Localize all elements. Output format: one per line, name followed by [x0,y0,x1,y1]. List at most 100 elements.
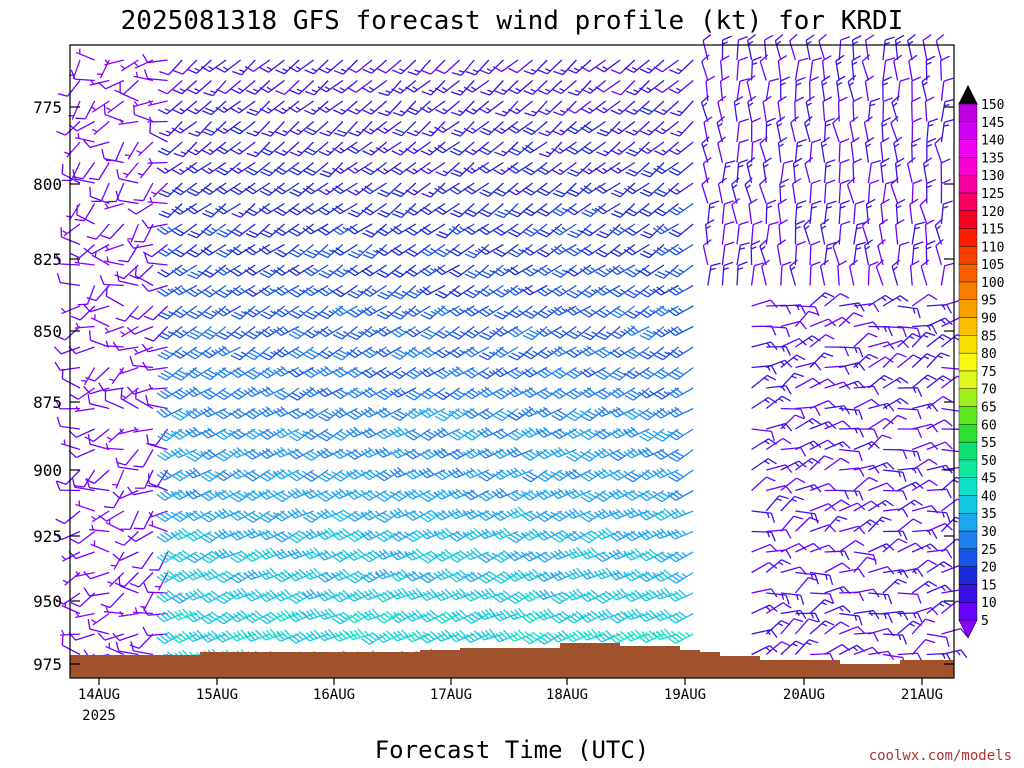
wind-barb [809,503,837,512]
wind-barb [894,34,905,61]
colorbar-label: 50 [981,454,997,469]
wind-barb [668,80,694,94]
wind-barb [789,33,798,61]
wind-barb [595,79,621,93]
wind-barb [362,244,388,259]
wind-barb [838,36,851,61]
wind-barb [744,177,753,204]
wind-barb [624,469,650,483]
colorbar-label: 60 [981,418,997,433]
wind-barb [595,305,621,319]
colorbar-label: 100 [981,276,1004,291]
wind-barb [389,467,417,478]
wind-barb [926,303,952,314]
wind-barb [74,203,96,222]
wind-barb [609,325,636,340]
wind-barb [230,120,256,135]
wind-barb [392,121,417,137]
wind-barb [851,34,862,61]
wind-barb [434,182,460,195]
wind-barb [375,243,402,257]
wind-barb [762,157,772,184]
wind-barb [897,567,924,577]
wind-barb [347,79,373,93]
wind-barb [159,59,183,76]
wind-barb [156,223,183,235]
wind-barb [141,283,168,292]
wind-barb [750,117,762,143]
wind-barb [911,137,921,163]
wind-barb [419,448,446,460]
colorbar-label: 40 [981,489,997,504]
wind-barb [897,387,923,398]
wind-barb [809,76,819,102]
wind-barb [868,341,895,350]
colorbar-segment [958,548,978,567]
plot-frame [69,44,955,679]
wind-barb [751,561,778,574]
wind-barb [736,261,748,286]
wind-barb [131,551,154,570]
wind-barb [881,117,892,143]
wind-barb [128,305,154,320]
wind-barb [419,428,446,441]
colorbar-label: 120 [981,205,1004,220]
wind-barb [882,377,909,389]
wind-barb [580,100,606,114]
wind-barb [477,284,504,297]
wind-barb [214,345,241,357]
wind-barb [302,510,329,523]
wind-barb [911,96,921,122]
wind-barb [477,528,504,540]
wind-barb [507,243,534,258]
wind-barb [243,549,271,563]
wind-barb [653,120,679,135]
wind-barb [106,100,125,114]
wind-barb [667,528,694,540]
wind-barb [186,305,212,320]
colorbar-label: 75 [981,365,997,380]
wind-barb [433,509,460,521]
wind-barb [865,34,875,61]
wind-barb [911,638,936,655]
wind-barb [935,33,945,61]
wind-barb [346,161,373,174]
wind-barb [668,366,694,381]
wind-barb [463,305,490,317]
wind-barb [765,199,777,225]
wind-barb [667,631,694,645]
wind-barb [809,334,835,348]
wind-barb [579,366,606,378]
wind-barb [750,220,763,245]
wind-barb [245,223,271,239]
wind-barb [391,305,417,320]
wind-barb [171,305,198,319]
colorbar-segment [958,174,978,194]
wind-barb [538,141,563,158]
wind-barb [653,243,679,256]
wind-barb [345,548,373,561]
wind-barb [477,426,504,438]
wind-barb [360,588,387,601]
wind-barb [751,629,778,638]
wind-barb [230,223,256,237]
wind-barb [882,76,893,102]
wind-barb [127,530,154,542]
colorbar-segment [958,459,978,478]
wind-barb [538,121,563,137]
wind-barb [853,302,880,313]
colorbar-label: 20 [981,561,997,576]
wind-barb [418,588,446,602]
wind-barb [564,546,592,560]
wind-barb [70,592,96,608]
wind-barb [853,609,880,620]
wind-barb [912,606,939,616]
colorbar-label: 5 [981,614,989,629]
wind-barb [766,464,793,473]
colorbar-segment [958,281,978,300]
colorbar-label: 15 [981,578,997,593]
wind-barb [608,427,636,439]
wind-barb [317,100,344,113]
wind-barb [795,440,822,451]
wind-barb [926,522,953,533]
